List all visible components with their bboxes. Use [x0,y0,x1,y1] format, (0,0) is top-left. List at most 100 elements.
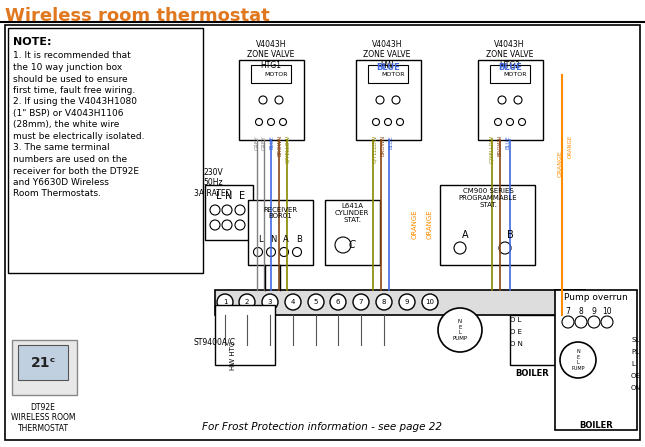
Text: (28mm), the white wire: (28mm), the white wire [13,121,119,130]
Circle shape [353,294,369,310]
Text: 5: 5 [314,299,318,305]
Text: GREY: GREY [261,135,266,150]
Bar [215,305,275,365]
Text: RECEIVER
BOR01: RECEIVER BOR01 [263,207,297,219]
Text: SL: SL [631,337,639,343]
Circle shape [373,118,379,126]
Text: BROWN: BROWN [381,135,386,156]
Text: 230V
50Hz
3A RATED: 230V 50Hz 3A RATED [194,168,232,198]
Text: L: L [216,191,222,201]
Text: B: B [296,236,302,245]
Circle shape [397,118,404,126]
Text: must be electrically isolated.: must be electrically isolated. [13,132,144,141]
Text: 1: 1 [223,299,227,305]
Text: G/YELLOW: G/YELLOW [286,135,290,163]
Circle shape [279,118,286,126]
Text: A: A [283,236,289,245]
Text: 10: 10 [602,308,612,316]
Text: A: A [462,230,468,240]
Text: BLUE: BLUE [270,135,275,149]
Circle shape [422,294,438,310]
Circle shape [514,96,522,104]
Text: PL: PL [631,349,639,355]
Text: 9: 9 [405,299,409,305]
Bar [355,60,421,140]
Text: N: N [225,191,233,201]
Circle shape [253,248,263,257]
Circle shape [499,242,511,254]
Circle shape [222,205,232,215]
Text: and Y6630D Wireless: and Y6630D Wireless [13,178,109,187]
Circle shape [239,294,255,310]
Circle shape [217,294,233,310]
Text: L641A
CYLINDER
STAT.: L641A CYLINDER STAT. [335,203,369,223]
Circle shape [262,294,278,310]
Text: V4043H
ZONE VALVE
HTG2: V4043H ZONE VALVE HTG2 [486,40,533,70]
Circle shape [210,205,220,215]
Text: 3. The same terminal: 3. The same terminal [13,143,110,152]
Circle shape [560,342,596,378]
Text: first time, fault free wiring.: first time, fault free wiring. [13,86,135,95]
Text: 2: 2 [245,299,249,305]
Text: N
E
L
PUMP: N E L PUMP [452,319,468,341]
Text: 7: 7 [566,308,570,316]
Text: G/YELLOW: G/YELLOW [373,135,377,163]
Circle shape [495,118,502,126]
Text: BLUE: BLUE [498,63,522,72]
Bar [8,28,203,273]
Bar [18,345,68,380]
Text: BOILER: BOILER [515,368,549,378]
Text: 6: 6 [336,299,341,305]
Text: BLUE: BLUE [506,135,510,149]
Text: GREY: GREY [255,135,259,150]
Bar [12,340,77,395]
Circle shape [575,316,587,328]
Text: OE: OE [631,373,640,379]
Text: ORANGE: ORANGE [412,209,418,239]
Bar [239,60,304,140]
Text: 4: 4 [291,299,295,305]
Circle shape [562,316,574,328]
Circle shape [266,248,275,257]
Text: ON: ON [631,385,642,391]
Circle shape [601,316,613,328]
Text: N: N [270,236,276,245]
Circle shape [384,118,392,126]
Circle shape [519,118,526,126]
Text: V4043H
ZONE VALVE
HTG1: V4043H ZONE VALVE HTG1 [247,40,295,70]
Text: BLUE: BLUE [388,135,393,149]
Text: CM900 SERIES
PROGRAMMABLE
STAT.: CM900 SERIES PROGRAMMABLE STAT. [459,188,517,208]
Text: ORANGE: ORANGE [568,135,573,158]
Text: O E: O E [510,329,522,335]
Circle shape [235,220,245,230]
Text: L: L [631,361,635,367]
Circle shape [235,205,245,215]
Text: 1. It is recommended that: 1. It is recommended that [13,51,131,60]
Text: 3: 3 [268,299,272,305]
Circle shape [335,237,351,253]
Text: Wireless room thermostat: Wireless room thermostat [5,7,270,25]
Circle shape [438,308,482,352]
Text: G/YELLOW: G/YELLOW [490,135,495,163]
Text: O N: O N [510,341,523,347]
Circle shape [498,96,506,104]
Text: MOTOR: MOTOR [381,72,405,77]
Bar [248,200,313,265]
Text: O L: O L [510,317,522,323]
Text: 21ᶜ: 21ᶜ [30,356,55,370]
Text: ORANGE: ORANGE [557,150,562,177]
Circle shape [222,220,232,230]
Text: ORANGE: ORANGE [427,209,433,239]
Circle shape [454,242,466,254]
Circle shape [399,294,415,310]
Text: For Frost Protection information - see page 22: For Frost Protection information - see p… [202,422,442,432]
Circle shape [308,294,324,310]
Text: ST9400A/C: ST9400A/C [194,337,236,346]
Circle shape [285,294,301,310]
Text: E: E [239,191,245,201]
Text: 7: 7 [359,299,363,305]
Text: BLUE: BLUE [376,63,400,72]
Text: 10: 10 [426,299,435,305]
Text: (1" BSP) or V4043H1106: (1" BSP) or V4043H1106 [13,109,123,118]
Circle shape [588,316,600,328]
